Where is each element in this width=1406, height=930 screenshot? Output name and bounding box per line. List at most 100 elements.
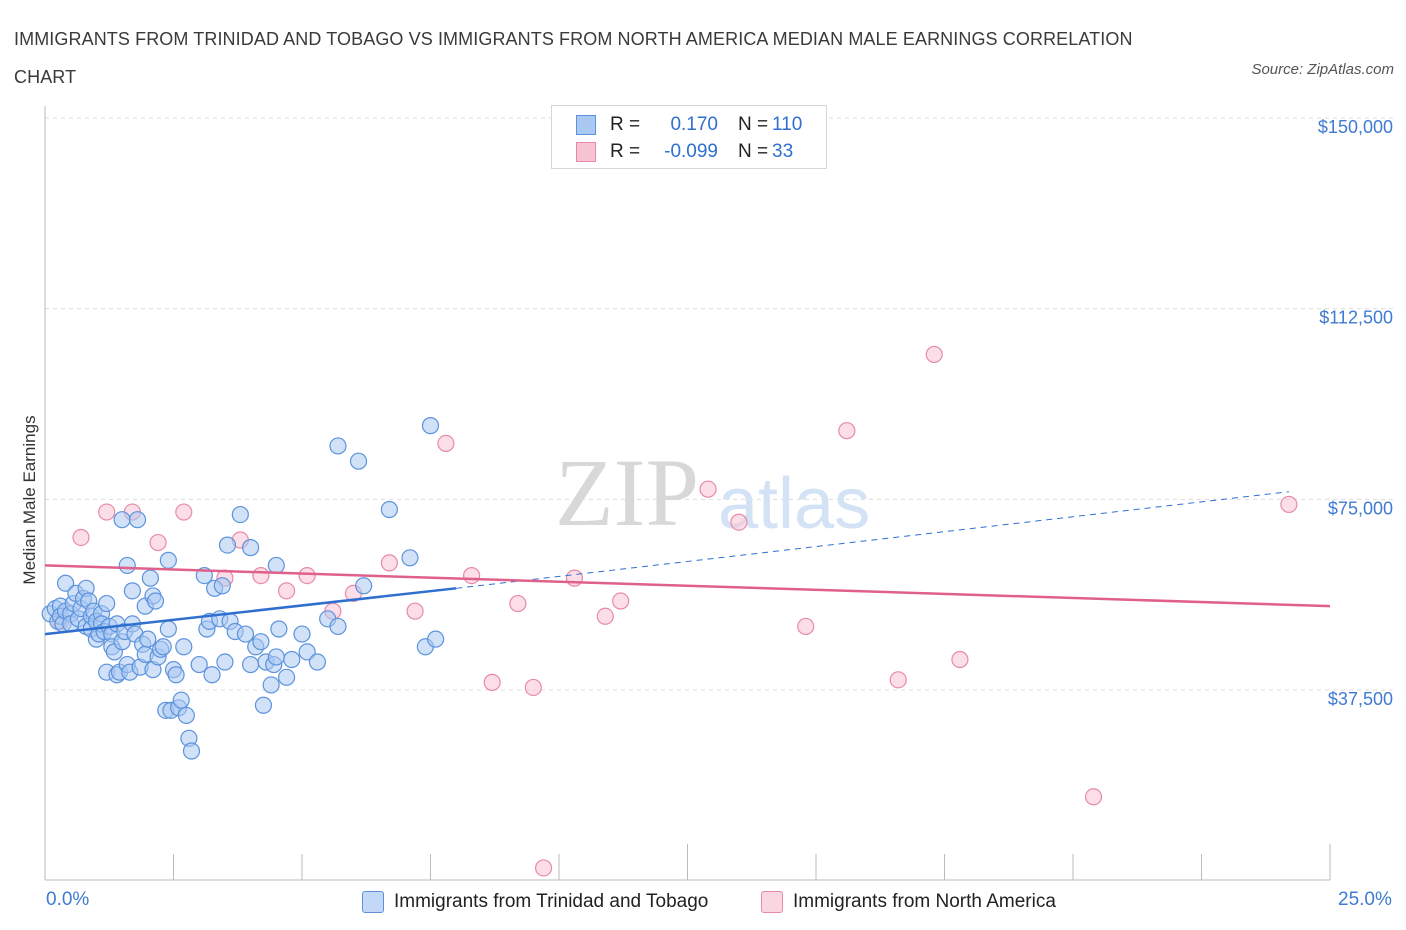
legend-r-label: R =	[610, 141, 641, 162]
data-point	[203, 666, 221, 684]
data-point	[277, 668, 296, 686]
data-point	[242, 539, 260, 557]
data-point	[427, 630, 445, 648]
data-point	[483, 673, 501, 691]
data-point	[159, 551, 177, 569]
data-point	[159, 620, 177, 638]
data-point	[463, 566, 481, 585]
legend-item-north-america: Immigrants from North America	[761, 888, 1056, 916]
trend-line-north-america	[44, 564, 1331, 608]
data-point	[565, 569, 584, 587]
data-point	[167, 666, 185, 684]
data-point	[889, 671, 907, 689]
data-point	[267, 648, 285, 666]
data-point	[355, 577, 373, 595]
data-point	[141, 569, 159, 587]
data-point	[139, 630, 157, 648]
data-point	[123, 582, 141, 600]
data-point	[401, 549, 419, 567]
data-point	[218, 536, 237, 554]
trend-line-trinidad	[44, 587, 457, 636]
data-point	[175, 503, 193, 521]
legend-n-label: N =	[738, 141, 769, 162]
trend-line-trinidad-projection	[456, 491, 1289, 589]
legend-r-label: R =	[610, 114, 641, 135]
data-point	[177, 706, 195, 725]
data-point	[267, 556, 285, 575]
data-point	[242, 655, 260, 674]
legend-row-north-america: R = -0.099 N = 33	[576, 139, 812, 165]
data-point	[236, 625, 255, 643]
data-point	[509, 594, 527, 613]
legend-label-trinidad: Immigrants from Trinidad and Tobago	[394, 891, 709, 912]
y-tick-label: $37,500	[1328, 689, 1393, 709]
data-point	[838, 422, 856, 440]
data-point	[329, 437, 347, 455]
data-point	[262, 676, 280, 694]
y-tick-labels: $37,500 $75,000 $112,500 $150,000	[1318, 117, 1393, 709]
data-point	[182, 742, 201, 760]
data-point	[349, 452, 368, 470]
data-point	[277, 582, 296, 600]
series-trinidad-points	[41, 417, 445, 760]
data-point	[612, 592, 630, 610]
data-point	[146, 592, 165, 610]
legend-row-trinidad: R = 0.170 N = 110	[576, 112, 812, 138]
y-tick-label: $75,000	[1328, 498, 1393, 518]
legend-item-trinidad: Immigrants from Trinidad and Tobago	[362, 888, 708, 916]
y-tick-label: $150,000	[1318, 117, 1393, 137]
gridlines	[45, 117, 1396, 691]
axes	[44, 106, 1331, 881]
data-point	[213, 577, 231, 595]
legend-swatch-blue	[576, 115, 596, 135]
data-point	[308, 653, 327, 671]
data-point	[1084, 788, 1103, 806]
x-axis-max-label: 25.0%	[1338, 889, 1392, 910]
legend-n-label: N =	[738, 114, 769, 135]
data-point	[190, 655, 208, 674]
legend-n-value: 110	[772, 114, 803, 135]
data-point	[270, 620, 288, 638]
data-point	[118, 556, 136, 575]
data-point	[98, 503, 116, 521]
data-point	[216, 653, 234, 671]
data-point	[925, 345, 943, 364]
series-north-america-points	[51, 345, 1298, 877]
data-point	[730, 513, 748, 531]
y-axis-title: Median Male Earnings	[20, 415, 39, 584]
data-point	[406, 602, 424, 620]
legend-r-value: -0.099	[664, 141, 718, 162]
correlation-legend: R = 0.170 N = 110 R = -0.099 N = 33	[551, 105, 827, 169]
watermark-zip: ZIP	[555, 439, 699, 546]
watermark-atlas: atlas	[718, 464, 870, 544]
data-point	[329, 617, 347, 636]
legend-n-value: 33	[772, 141, 794, 162]
data-point	[1280, 495, 1298, 514]
data-point	[437, 434, 455, 453]
data-point	[797, 617, 815, 636]
legend-swatch-pink	[576, 142, 596, 162]
trend-lines	[44, 491, 1331, 636]
data-point	[113, 511, 131, 529]
y-tick-label: $112,500	[1319, 308, 1393, 328]
data-point	[283, 650, 301, 669]
chart-title: IMMIGRANTS FROM TRINIDAD AND TOBAGO VS I…	[14, 29, 1133, 87]
data-point	[298, 566, 316, 585]
data-point	[380, 500, 398, 519]
data-point	[524, 678, 542, 697]
data-point	[252, 566, 270, 585]
data-point	[231, 505, 249, 524]
data-point	[534, 859, 553, 877]
data-point	[596, 607, 614, 625]
data-point	[56, 574, 75, 592]
legend-r-value: 0.170	[670, 114, 718, 135]
data-point	[298, 643, 316, 661]
data-point	[254, 696, 273, 714]
data-point	[380, 554, 398, 572]
legend-swatch-blue	[362, 891, 384, 913]
data-point	[421, 417, 440, 435]
data-point	[149, 533, 167, 552]
data-point	[175, 638, 193, 656]
data-point	[98, 594, 116, 613]
